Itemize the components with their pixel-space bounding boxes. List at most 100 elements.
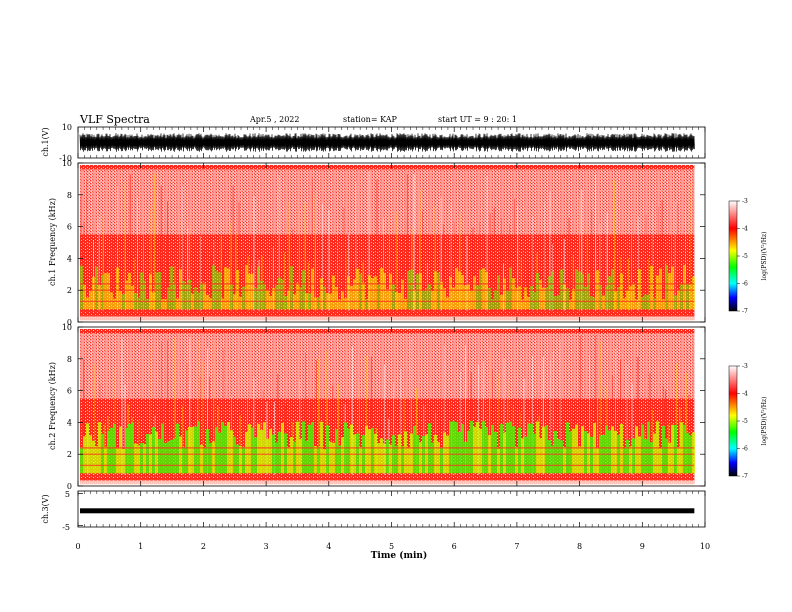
low-frequency-band	[578, 446, 581, 474]
low-frequency-band	[137, 445, 140, 474]
low-frequency-band	[452, 287, 455, 310]
low-frequency-band	[296, 282, 299, 310]
low-frequency-band	[410, 269, 413, 310]
colorbar-tick-label: -4	[742, 391, 748, 398]
low-frequency-band	[671, 424, 674, 474]
xtick-label: 2	[201, 542, 206, 551]
low-frequency-band	[185, 284, 188, 310]
low-frequency-band	[617, 287, 620, 310]
low-frequency-band	[644, 439, 647, 474]
low-frequency-band	[395, 292, 398, 310]
ch3-waveform-trace	[80, 508, 695, 514]
low-frequency-band	[239, 445, 242, 474]
low-frequency-band	[251, 273, 254, 310]
low-frequency-band	[590, 296, 593, 310]
low-frequency-band	[650, 265, 653, 310]
low-frequency-band	[113, 298, 116, 310]
low-frequency-band	[635, 299, 638, 310]
low-frequency-band	[692, 432, 695, 474]
low-frequency-band	[422, 290, 425, 310]
low-frequency-band	[224, 425, 227, 474]
ch2-spectrogram-image	[80, 329, 695, 486]
low-frequency-band	[260, 280, 263, 310]
ytick-label: 2	[67, 286, 72, 295]
low-frequency-band	[542, 426, 545, 474]
low-frequency-band	[638, 436, 641, 474]
ytick-label: 6	[67, 387, 72, 396]
low-frequency-band	[620, 273, 623, 310]
low-frequency-band	[386, 289, 389, 310]
low-frequency-band	[128, 272, 131, 310]
low-frequency-band	[149, 274, 152, 310]
low-frequency-band	[125, 280, 128, 310]
low-frequency-band	[560, 440, 563, 474]
low-frequency-band	[494, 289, 497, 310]
low-frequency-band	[485, 427, 488, 474]
low-frequency-band	[83, 284, 86, 310]
low-frequency-band	[479, 269, 482, 310]
low-frequency-band	[539, 438, 542, 474]
low-frequency-band	[464, 285, 467, 310]
low-frequency-band	[371, 427, 374, 474]
low-frequency-band	[482, 421, 485, 474]
low-frequency-band	[509, 267, 512, 310]
low-frequency-band	[458, 432, 461, 474]
low-frequency-band	[176, 423, 179, 474]
low-frequency-band	[266, 289, 269, 310]
low-frequency-band	[164, 442, 167, 474]
low-frequency-band	[110, 427, 113, 474]
low-frequency-band	[674, 424, 677, 474]
low-frequency-band	[401, 446, 404, 474]
low-frequency-band	[641, 297, 644, 310]
low-frequency-band	[392, 284, 395, 310]
low-frequency-band	[155, 431, 158, 474]
low-frequency-band	[305, 440, 308, 474]
low-frequency-band	[338, 299, 341, 310]
low-frequency-band	[440, 281, 443, 310]
low-frequency-band	[674, 295, 677, 310]
low-frequency-band	[344, 298, 347, 310]
ch2-colorbar-label: log(PSD)(V²/Hz)	[761, 397, 768, 446]
xtick-label: 0	[75, 542, 80, 551]
low-frequency-band	[389, 444, 392, 474]
low-frequency-band	[143, 280, 146, 310]
low-frequency-band	[656, 275, 659, 310]
low-frequency-band	[359, 446, 362, 474]
low-frequency-band	[512, 426, 515, 474]
low-frequency-band	[116, 267, 119, 310]
low-frequency-band	[266, 438, 269, 474]
low-frequency-band	[563, 446, 566, 474]
low-frequency-band	[653, 433, 656, 474]
low-frequency-band	[200, 282, 203, 310]
low-frequency-band	[371, 278, 374, 310]
low-frequency-band	[683, 264, 686, 310]
xtick-label: 10	[700, 542, 710, 551]
colorbar-tick-label: -4	[742, 226, 748, 233]
low-frequency-band	[128, 424, 131, 474]
low-frequency-band	[647, 294, 650, 310]
low-frequency-band	[614, 430, 617, 474]
time-axis-label: Time (min)	[371, 550, 428, 561]
low-frequency-band	[587, 273, 590, 310]
low-frequency-band	[662, 299, 665, 310]
low-frequency-band	[545, 287, 548, 310]
low-frequency-band	[377, 443, 380, 474]
low-frequency-band	[335, 429, 338, 474]
low-frequency-band	[287, 289, 290, 310]
low-frequency-band	[179, 436, 182, 474]
low-frequency-band	[362, 282, 365, 310]
low-frequency-band	[479, 428, 482, 474]
low-frequency-band	[317, 297, 320, 310]
low-frequency-band	[173, 438, 176, 474]
ch1-spec-ylabel: ch.1 Frequency (kHz)	[48, 198, 57, 286]
low-frequency-band	[281, 279, 284, 310]
low-frequency-band	[431, 442, 434, 474]
low-frequency-band	[275, 442, 278, 474]
low-frequency-band	[167, 441, 170, 474]
low-frequency-band	[482, 268, 485, 310]
low-frequency-band	[626, 439, 629, 474]
low-frequency-band	[614, 291, 617, 310]
low-frequency-band	[104, 272, 107, 310]
low-frequency-band	[620, 423, 623, 474]
